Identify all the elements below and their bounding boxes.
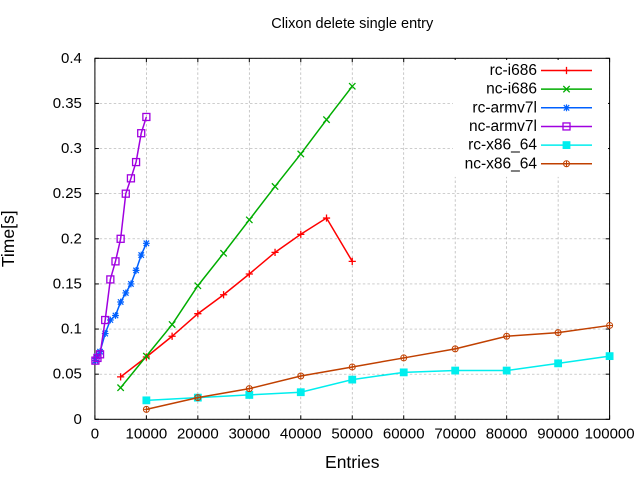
svg-text:60000: 60000 [383,425,425,442]
svg-text:0: 0 [91,425,99,442]
svg-text:10000: 10000 [126,425,168,442]
svg-text:Time[s]: Time[s] [0,210,18,267]
svg-text:Clixon delete single entry: Clixon delete single entry [271,16,434,32]
svg-text:0.1: 0.1 [61,321,82,338]
svg-text:50000: 50000 [331,425,373,442]
svg-text:rc-i686: rc-i686 [490,62,537,79]
svg-text:0.2: 0.2 [61,230,82,247]
svg-text:0.15: 0.15 [53,275,82,292]
svg-text:80000: 80000 [486,425,528,442]
svg-text:90000: 90000 [537,425,579,442]
svg-text:30000: 30000 [228,425,270,442]
svg-text:0.3: 0.3 [61,140,82,157]
svg-text:100000: 100000 [585,425,635,442]
svg-text:rc-armv7l: rc-armv7l [472,99,537,116]
svg-text:0.4: 0.4 [61,50,82,67]
svg-text:Entries: Entries [325,452,380,472]
svg-text:nc-armv7l: nc-armv7l [469,118,537,135]
svg-text:rc-x86_64: rc-x86_64 [468,137,537,154]
svg-text:nc-i686: nc-i686 [486,81,537,98]
svg-text:0.25: 0.25 [53,185,82,202]
svg-text:nc-x86_64: nc-x86_64 [465,155,538,172]
svg-text:70000: 70000 [434,425,476,442]
svg-text:0.05: 0.05 [53,366,82,383]
svg-text:0: 0 [74,411,82,428]
svg-text:20000: 20000 [177,425,219,442]
svg-text:0.35: 0.35 [53,95,82,112]
svg-text:40000: 40000 [280,425,322,442]
